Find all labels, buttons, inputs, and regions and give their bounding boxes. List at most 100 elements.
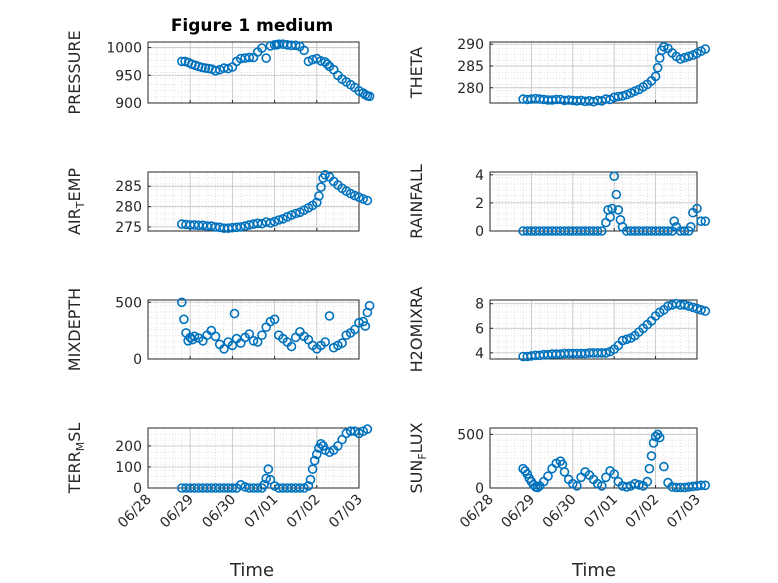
data-point	[362, 424, 373, 434]
y-tick-label: 900	[115, 96, 142, 112]
data-point	[679, 52, 690, 63]
data-point	[197, 62, 207, 73]
data-point	[320, 337, 331, 347]
subplot-sun-flux: 0 500 06/28 06/29 06/30 07/01 07/02 07/03 SUNFLU…	[407, 422, 711, 532]
data-point	[307, 464, 318, 474]
data-point	[236, 222, 246, 232]
axes-box	[147, 41, 360, 104]
data-point	[362, 195, 373, 206]
data-point	[650, 431, 661, 442]
subplot-terr-msl: 0 100 200 06/28 06/29 06/30 07/01 07/02 07/03 TER…	[65, 423, 373, 532]
y-tick-label: 1000	[106, 41, 142, 57]
data-point	[360, 321, 371, 331]
y-tick-label: 2	[475, 196, 484, 212]
data-series	[177, 424, 373, 493]
y-tick-label: 4	[475, 168, 484, 184]
data-point	[630, 478, 640, 489]
data-point	[652, 62, 663, 73]
data-point	[257, 330, 267, 341]
plot-area	[490, 42, 697, 103]
axes-box	[489, 427, 698, 489]
data-point	[613, 205, 624, 215]
data-point	[305, 474, 316, 485]
data-point	[219, 343, 229, 354]
data-point	[349, 190, 360, 201]
data-point	[696, 216, 706, 226]
x-axis-label-left: Time	[229, 560, 274, 581]
data-point	[210, 331, 221, 342]
data-point	[303, 481, 314, 491]
axes-box	[489, 299, 698, 360]
y-tick-label: 0	[133, 352, 142, 368]
data-point	[364, 91, 375, 102]
x-tick-label: 07/03	[326, 492, 366, 532]
data-point	[634, 479, 644, 490]
data-point	[648, 438, 659, 448]
x-tick-label: 06/29	[157, 492, 197, 532]
x-tick-label: 06/29	[498, 492, 538, 532]
data-point	[244, 329, 255, 339]
data-point	[244, 52, 255, 63]
y-axis-label: TERRMSL	[65, 423, 87, 495]
subplot-air-temp: 275 280 285 AIRTEMP	[65, 168, 373, 236]
data-point	[227, 483, 238, 493]
data-point	[286, 341, 297, 352]
data-point	[692, 303, 702, 314]
data-point	[314, 191, 324, 201]
x-tick-label: 07/02	[284, 492, 324, 532]
data-point	[596, 226, 607, 236]
x-tick-label: 07/01	[581, 492, 621, 532]
x-tick-label: 06/28	[115, 492, 155, 532]
data-point	[683, 301, 694, 311]
data-point	[316, 182, 326, 192]
data-point	[642, 476, 653, 487]
data-point	[688, 302, 698, 313]
y-tick-label: 0	[475, 481, 484, 497]
data-point	[177, 297, 187, 308]
y-axis-label: AIRTEMP	[65, 168, 87, 235]
data-point	[646, 451, 657, 461]
subplot-rainfall: 0 2 4 RAINFALL	[407, 164, 711, 240]
y-axis-label: SUNFLUX	[407, 422, 429, 493]
data-point	[601, 348, 611, 358]
data-point	[685, 222, 696, 232]
data-series	[177, 297, 375, 354]
data-point	[700, 306, 711, 316]
subplot-h2omixra: 4 6 8 H2OMIXRA	[407, 287, 711, 372]
data-point	[596, 481, 607, 491]
y-axis-label: RAINFALL	[407, 164, 426, 239]
data-point	[324, 311, 335, 321]
data-point	[683, 51, 694, 62]
data-point	[700, 216, 711, 226]
data-point	[349, 324, 360, 335]
grid-lines	[148, 172, 359, 231]
data-series	[177, 170, 373, 233]
data-point	[290, 40, 301, 51]
data-point	[592, 226, 603, 236]
data-series	[518, 41, 711, 107]
data-point	[609, 469, 620, 479]
subplot-theta: 280 285 290 THETA	[407, 37, 711, 107]
data-point	[621, 482, 632, 492]
y-tick-label: 0	[133, 481, 142, 497]
data-point	[227, 340, 238, 351]
data-point	[223, 63, 233, 74]
data-point	[337, 338, 347, 348]
data-point	[609, 171, 620, 181]
y-tick-label: 4	[475, 346, 484, 362]
data-series	[518, 298, 711, 362]
data-point	[273, 215, 284, 225]
data-point	[290, 208, 301, 219]
data-point	[322, 59, 333, 69]
x-tick-label: 07/02	[623, 492, 663, 532]
subplot-pressure: 900 950 1000 PRESSURE	[65, 30, 375, 115]
data-point	[692, 203, 702, 214]
y-tick-label: 290	[457, 37, 484, 53]
data-point	[263, 464, 274, 474]
data-point	[605, 212, 615, 222]
y-axis-label: MIXDEPTH	[65, 288, 84, 371]
y-axis-label: PRESSURE	[65, 30, 84, 114]
major-grid	[490, 42, 697, 103]
data-point	[675, 54, 686, 64]
